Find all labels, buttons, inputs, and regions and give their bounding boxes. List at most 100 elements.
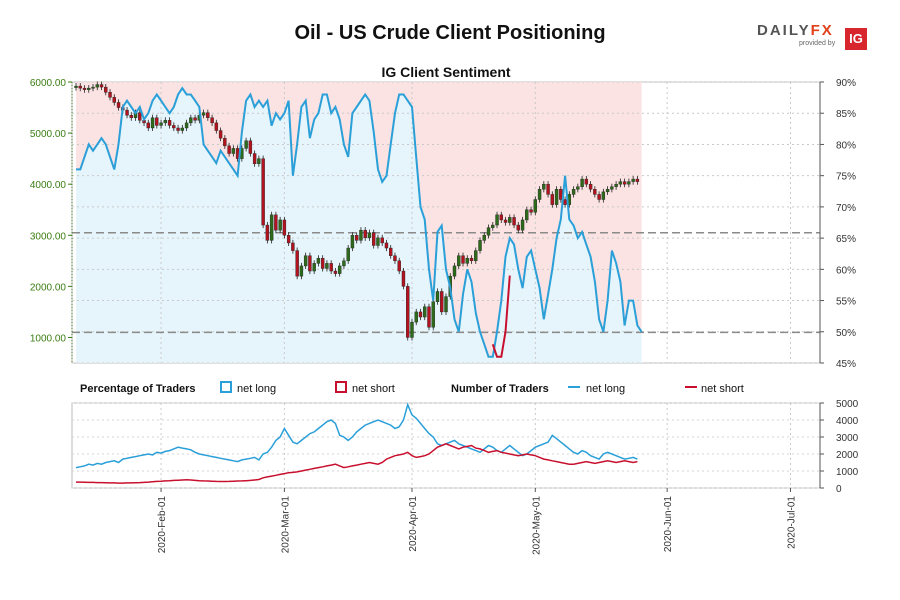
price-candle (227, 142, 231, 157)
price-candle (635, 176, 640, 185)
candle-body (627, 181, 631, 185)
price-candle (533, 196, 538, 216)
price-candle (201, 109, 206, 119)
date-tick-label: 2020-May-01 (531, 496, 542, 555)
candle-body (367, 232, 372, 239)
candle-body (350, 235, 355, 249)
price-candle (474, 247, 478, 264)
price-candle (74, 83, 78, 91)
price-candle (465, 255, 469, 267)
price-candle (78, 83, 82, 92)
price-candle (444, 293, 448, 315)
net-short-count-line (76, 442, 638, 484)
price-candle (282, 216, 287, 239)
candle-body (491, 224, 495, 228)
price-candle (129, 112, 133, 121)
candle-body (206, 112, 210, 118)
price-candle (478, 237, 482, 254)
legend-num-short-label: net short (701, 383, 744, 395)
price-candle (563, 196, 567, 208)
price-candle (146, 119, 150, 132)
candle-body (316, 258, 321, 264)
price-candles (74, 81, 640, 341)
price-candle (210, 114, 214, 126)
price-candle (406, 283, 410, 341)
candle-body (278, 219, 282, 231)
candle-body (261, 158, 265, 226)
price-candle (393, 252, 397, 264)
candle-body (231, 148, 236, 154)
price-candle (461, 252, 465, 267)
price-candle (597, 191, 601, 203)
candle-body (244, 140, 248, 149)
price-candle (269, 211, 274, 244)
candle-body (95, 84, 99, 88)
price-candle (350, 232, 355, 252)
price-candle (184, 119, 189, 132)
candle-body (210, 117, 214, 124)
price-candle (299, 262, 304, 280)
candle-body (257, 158, 261, 164)
price-candle (104, 84, 108, 96)
candle-body (431, 301, 435, 328)
price-candle (605, 186, 610, 195)
chart-title: Oil - US Crude Client Positioning (294, 22, 606, 44)
trader-count-tick-label: 4000 (836, 416, 859, 427)
candle-body (503, 219, 508, 223)
candle-body (474, 250, 478, 262)
price-candle (503, 216, 508, 226)
candle-body (269, 214, 274, 241)
percentage-tick-label: 55% (836, 297, 856, 308)
price-tick-label: 6000.00 (30, 78, 67, 89)
candle-body (112, 97, 116, 103)
price-candle (512, 214, 516, 229)
candle-body (478, 240, 482, 251)
candle-body (125, 109, 129, 116)
price-candle (525, 206, 529, 224)
price-candle (584, 176, 589, 188)
percentage-axis: 45% 50% 55% 60% 65% 70% 75% 80% 85% 90% (819, 78, 856, 370)
price-candle (342, 257, 346, 269)
candle-body (631, 178, 635, 182)
price-candle (167, 117, 172, 129)
price-candle (155, 114, 159, 129)
candle-body (389, 247, 393, 256)
date-tick-label: 2020-Apr-01 (408, 496, 419, 552)
candle-body (516, 224, 520, 231)
price-candle (380, 234, 384, 247)
candle-body (452, 265, 457, 277)
price-candle (363, 227, 367, 241)
percentage-tick-label: 70% (836, 203, 856, 214)
candle-body (274, 214, 278, 231)
price-candle (180, 124, 185, 134)
candle-body (286, 235, 291, 244)
price-candle (91, 84, 95, 92)
price-candle (291, 239, 295, 254)
percentage-tick-label: 50% (836, 328, 856, 339)
candle-body (537, 189, 542, 200)
price-candle (376, 234, 380, 249)
trader-count-tick-label: 0 (836, 484, 842, 495)
price-sentiment-panel: 1000.00 2000.00 3000.00 4000.00 5000.00 6000.… (30, 78, 856, 370)
price-candle (278, 216, 282, 234)
candle-body (87, 87, 91, 90)
price-candle (431, 298, 435, 331)
price-candle (125, 107, 129, 119)
ig-logo-icon: IG (845, 28, 867, 50)
price-candle (529, 206, 533, 216)
price-candle (295, 247, 299, 280)
price-candle (435, 288, 440, 305)
candle-body (525, 209, 529, 221)
candle-body (410, 321, 414, 338)
price-candle (550, 191, 555, 208)
legend-percentage-label: Percentage of Traders (80, 383, 196, 395)
candle-body (78, 85, 82, 89)
price-candle (112, 94, 116, 106)
price-candle (159, 119, 163, 129)
candle-body (189, 117, 193, 124)
candle-body (486, 227, 491, 236)
price-candle (150, 114, 155, 132)
price-candle (495, 211, 499, 229)
candle-body (384, 242, 389, 249)
candle-body (520, 219, 525, 231)
